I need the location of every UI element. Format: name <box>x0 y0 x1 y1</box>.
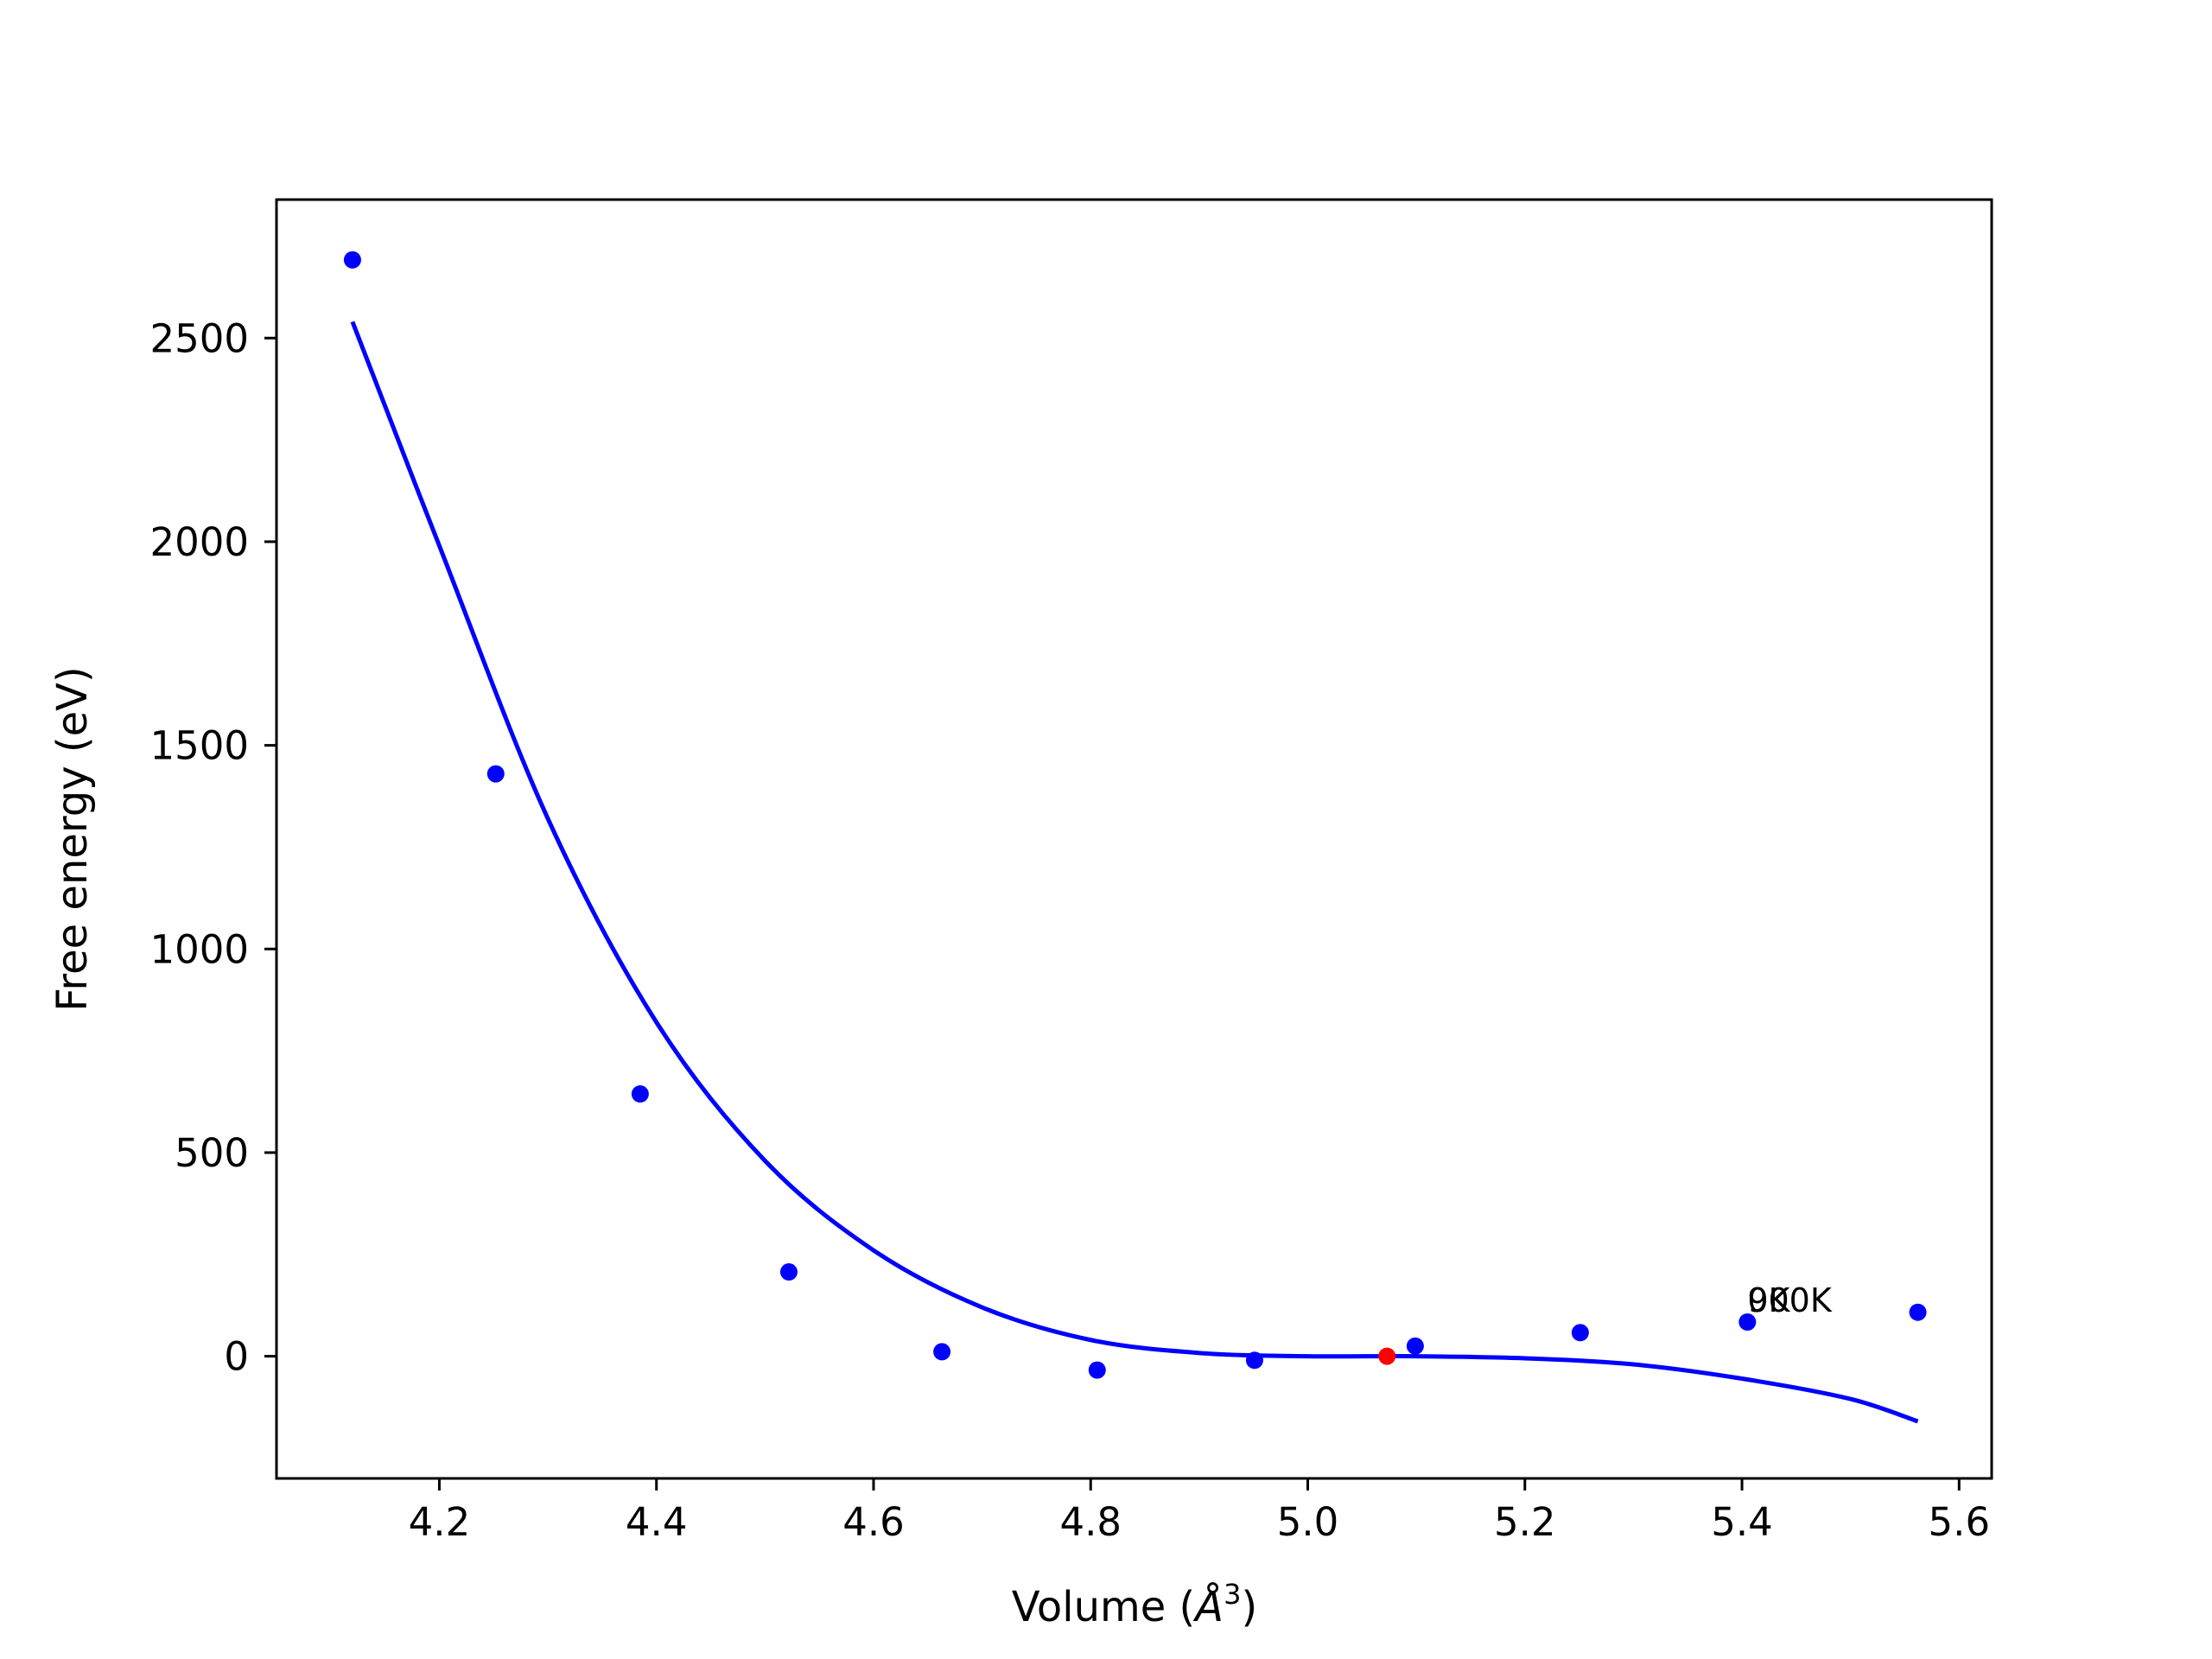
x-axis: 4.2 4.4 4.6 4.8 5.0 5.2 5.4 5.6 <box>409 1478 1990 1545</box>
data-point <box>1909 1303 1927 1321</box>
data-point <box>1406 1337 1424 1355</box>
y-tick-label: 2000 <box>149 519 249 565</box>
x-axis-label-text: Volume ( <box>1012 1583 1196 1631</box>
x-axis-label-unit: Å <box>1192 1582 1224 1631</box>
y-axis: 0 500 1000 1500 2000 2500 <box>149 315 276 1380</box>
data-point <box>779 1263 798 1281</box>
y-tick-label: 0 <box>224 1334 249 1380</box>
x-tick-label: 5.0 <box>1277 1499 1339 1545</box>
x-axis-label-end: ) <box>1241 1583 1257 1631</box>
x-tick-label: 4.6 <box>842 1499 905 1545</box>
data-point <box>1571 1324 1589 1342</box>
data-point <box>1245 1351 1263 1370</box>
y-tick-label: 500 <box>175 1130 249 1176</box>
data-point <box>1738 1313 1757 1332</box>
y-tick-label: 1500 <box>149 723 249 769</box>
y-tick-label: 1000 <box>149 926 249 972</box>
x-tick-label: 4.4 <box>626 1499 688 1545</box>
temperature-annotation: 900K <box>1747 1281 1833 1319</box>
y-axis-label: Free energy (eV) <box>48 666 97 1011</box>
data-point <box>1088 1361 1106 1379</box>
y-tick-label: 2500 <box>149 315 249 361</box>
x-axis-label-exponent: 3 <box>1224 1578 1241 1611</box>
data-point <box>631 1085 649 1103</box>
x-tick-label: 5.2 <box>1494 1499 1556 1545</box>
data-point <box>343 251 361 269</box>
x-tick-label: 5.4 <box>1711 1499 1773 1545</box>
temperature-annotation: 0K <box>1747 1281 1790 1319</box>
x-tick-label: 4.2 <box>409 1499 471 1545</box>
data-point <box>933 1343 951 1361</box>
data-point <box>486 765 505 783</box>
x-tick-label: 5.6 <box>1929 1499 1991 1545</box>
x-tick-label: 4.8 <box>1059 1499 1122 1545</box>
fit-curve <box>350 321 1919 1424</box>
equilibrium-point <box>1378 1347 1396 1365</box>
x-axis-label: Volume (Å3) <box>1012 1578 1257 1631</box>
plot-frame <box>275 198 1993 1480</box>
